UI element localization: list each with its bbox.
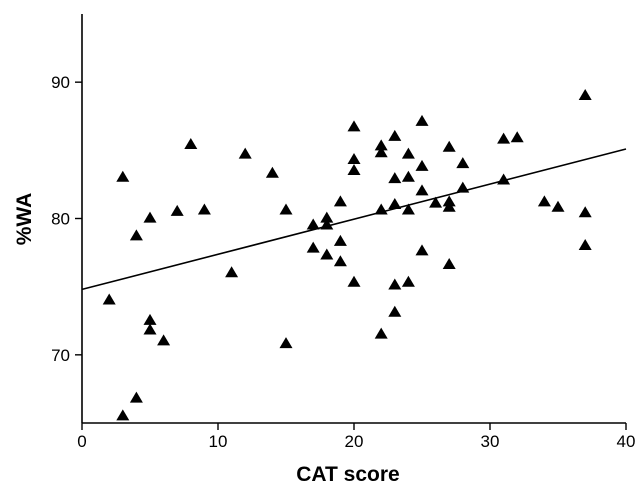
data-point [456, 181, 470, 193]
data-point [415, 159, 429, 171]
data-point [578, 206, 592, 218]
data-point [279, 203, 293, 215]
data-point [116, 170, 130, 182]
data-point [510, 131, 524, 143]
data-point [320, 211, 334, 223]
data-point [442, 140, 456, 152]
data-point [225, 266, 239, 278]
data-point [279, 337, 293, 349]
data-point [347, 163, 361, 175]
data-point [388, 305, 402, 317]
x-tick-label: 30 [481, 432, 500, 451]
data-point [157, 334, 171, 346]
data-point [347, 275, 361, 287]
data-point [456, 157, 470, 169]
data-point [374, 146, 388, 158]
data-point [306, 218, 320, 230]
data-point [388, 172, 402, 184]
x-tick-label: 10 [209, 432, 228, 451]
x-axis-title: CAT score [296, 463, 399, 486]
data-point [401, 203, 415, 215]
data-point [143, 323, 157, 335]
data-point [415, 244, 429, 256]
y-tick-label: 90 [51, 73, 70, 92]
data-point [388, 278, 402, 290]
trend-line [81, 148, 627, 291]
y-tick-label: 80 [51, 210, 70, 229]
data-point [388, 129, 402, 141]
data-point [129, 391, 143, 403]
data-point [578, 88, 592, 100]
data-point [306, 241, 320, 253]
data-point [347, 153, 361, 165]
data-point [333, 234, 347, 246]
data-point [497, 173, 511, 185]
data-point [116, 409, 130, 421]
data-point [265, 166, 279, 178]
data-point [170, 204, 184, 216]
data-point [388, 198, 402, 210]
data-point [333, 195, 347, 207]
data-point [497, 132, 511, 144]
x-tick-label: 0 [77, 432, 86, 451]
data-point [197, 203, 211, 215]
data-point [184, 138, 198, 150]
y-tick-label: 70 [51, 346, 70, 365]
y-axis-title: %WA [13, 193, 36, 246]
data-point [401, 170, 415, 182]
data-point [320, 248, 334, 260]
data-point [401, 147, 415, 159]
data-point [415, 184, 429, 196]
data-point [401, 275, 415, 287]
x-tick-label: 20 [345, 432, 364, 451]
data-point [374, 139, 388, 151]
data-point [537, 195, 551, 207]
data-point [143, 211, 157, 223]
data-point [129, 229, 143, 241]
data-point [578, 238, 592, 250]
data-point [347, 120, 361, 132]
data-point [429, 196, 443, 208]
x-tick-label: 40 [617, 432, 636, 451]
data-point [102, 293, 116, 305]
data-point [415, 114, 429, 126]
data-point [320, 218, 334, 230]
data-point [238, 147, 252, 159]
data-point [333, 255, 347, 267]
data-point [143, 313, 157, 325]
data-point [442, 200, 456, 212]
data-point [374, 327, 388, 339]
data-point [551, 200, 565, 212]
data-point [374, 203, 388, 215]
data-point [442, 258, 456, 270]
